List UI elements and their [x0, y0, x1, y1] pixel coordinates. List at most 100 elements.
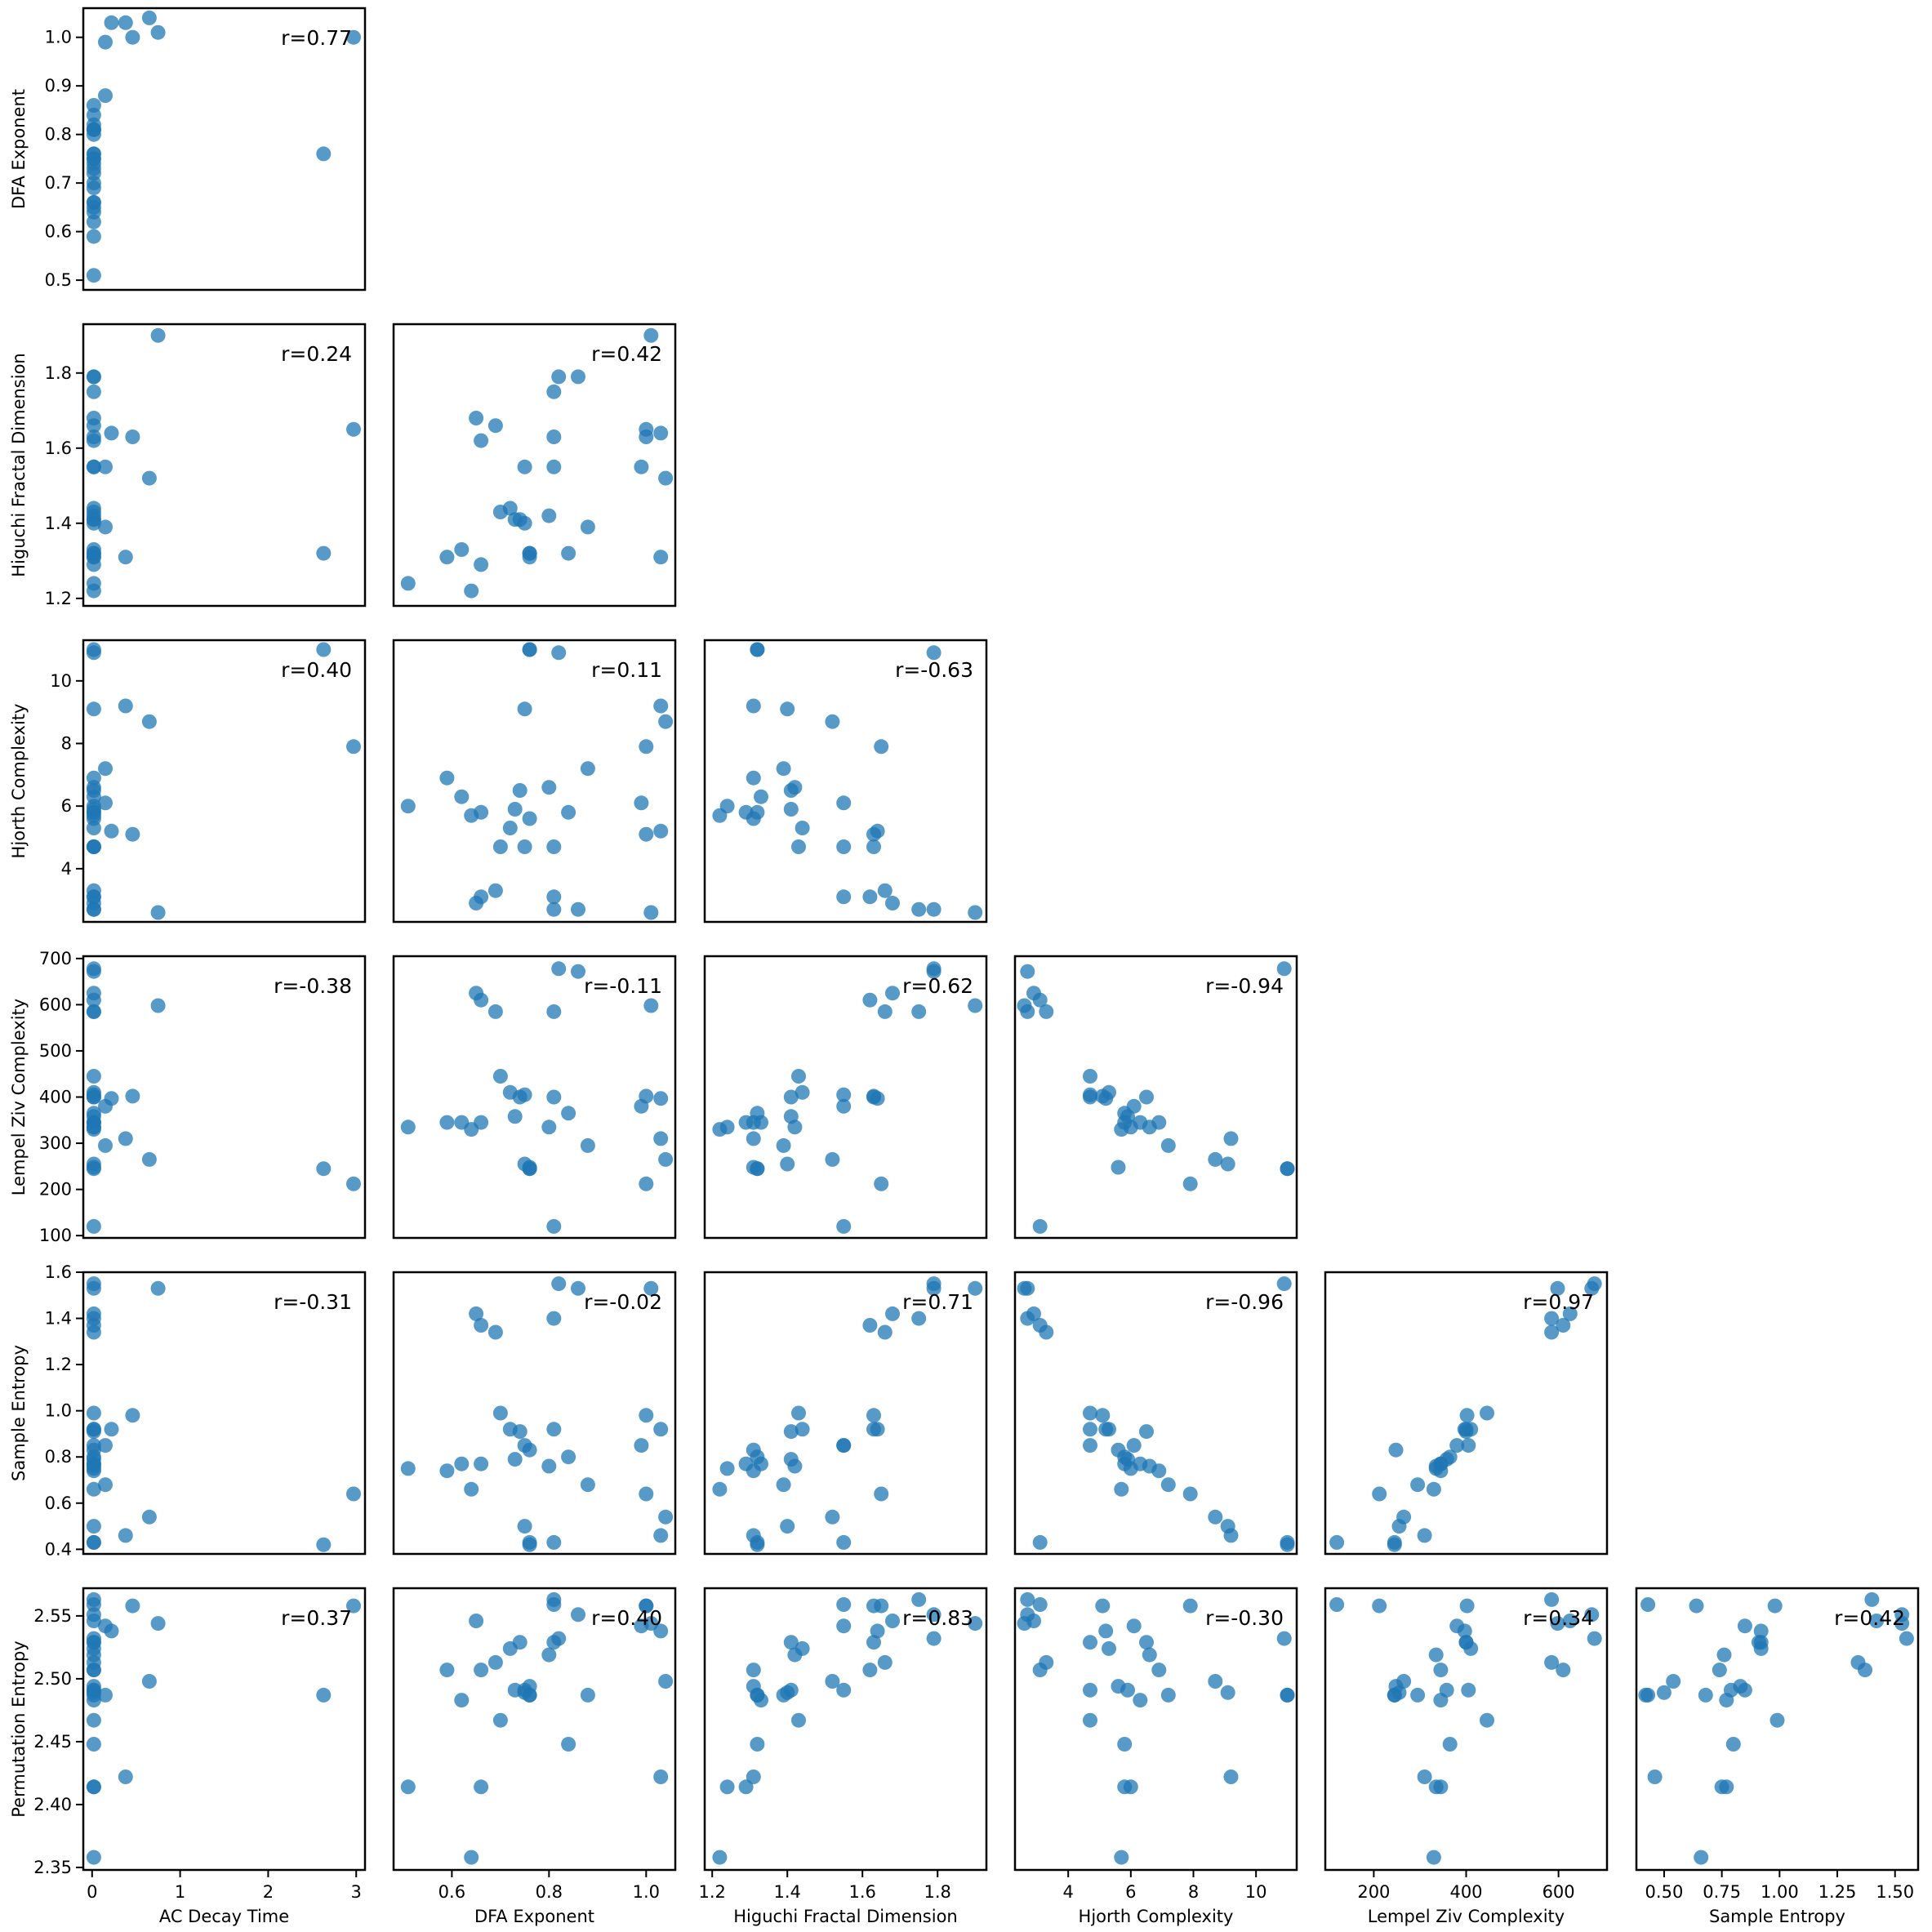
data-point	[86, 1218, 101, 1234]
y-tick-label: 1.4	[45, 1309, 72, 1329]
scatter-panel-se-vs-hc: r=-0.96	[1013, 1271, 1298, 1556]
data-point	[653, 698, 669, 714]
x-axis-label: Higuchi Fractal Dimension	[733, 1907, 957, 1926]
scatter-panel-hfd-vs-ac: r=0.24 1.2 1.4 1.6 1.8 Higuchi Fractal Dimens…	[9, 323, 367, 608]
data-point	[86, 839, 101, 854]
data-point	[517, 1519, 532, 1534]
data-point	[1480, 1712, 1494, 1728]
y-tick-label: 1.2	[45, 589, 72, 608]
data-point	[98, 1687, 113, 1703]
data-point	[874, 1598, 889, 1614]
data-point	[86, 1324, 101, 1340]
data-point	[1280, 1687, 1295, 1703]
data-point	[492, 1405, 508, 1421]
data-point	[541, 1647, 557, 1663]
correlation-label: r=0.40	[281, 658, 352, 682]
data-point	[795, 1084, 810, 1100]
x-tick-label: 1.25	[1818, 1882, 1857, 1902]
data-point	[836, 1098, 852, 1114]
data-point	[1083, 1438, 1097, 1453]
data-point	[141, 714, 157, 729]
data-point	[474, 804, 489, 820]
data-point	[1120, 1452, 1135, 1467]
data-point	[750, 642, 765, 657]
scatter-panel-pe-vs-lz: r=0.34 200 400 600 Lempel Ziv Complexity	[1324, 1587, 1609, 1926]
y-tick-label: 1.0	[45, 28, 72, 47]
data-point	[1753, 1635, 1769, 1650]
data-point	[86, 901, 101, 917]
data-point	[780, 1156, 795, 1172]
data-point	[1139, 1089, 1154, 1105]
data-point	[474, 1779, 489, 1795]
data-point	[634, 459, 649, 474]
data-point	[346, 29, 361, 45]
data-point	[1020, 1311, 1035, 1326]
data-point	[1117, 1737, 1133, 1752]
data-point	[546, 1218, 562, 1234]
data-point	[507, 1682, 523, 1698]
data-point	[464, 1850, 479, 1865]
panel-frame	[82, 639, 367, 924]
data-point	[1864, 1591, 1880, 1607]
data-point	[1114, 1850, 1129, 1865]
correlation-label: r=-0.38	[274, 974, 352, 998]
data-point	[643, 998, 659, 1013]
x-tick-label: 1.50	[1876, 1882, 1914, 1902]
data-point	[150, 905, 166, 920]
y-axis-label: DFA Exponent	[9, 89, 29, 209]
panel-frame	[1324, 1271, 1609, 1556]
data-point	[1698, 1687, 1713, 1703]
data-point	[795, 821, 810, 835]
data-point	[862, 992, 878, 1008]
data-point	[639, 1408, 654, 1423]
data-point	[1442, 1737, 1458, 1752]
data-point	[346, 421, 361, 437]
data-point	[316, 642, 332, 657]
data-point	[1459, 1408, 1475, 1423]
data-point	[104, 1091, 119, 1106]
data-point	[141, 470, 157, 486]
data-point	[877, 883, 893, 898]
x-tick-label: 8	[1188, 1882, 1199, 1902]
correlation-label: r=0.62	[902, 974, 973, 998]
data-point	[926, 1280, 942, 1296]
data-point	[571, 901, 585, 917]
data-point	[926, 1607, 942, 1623]
y-tick-label: 8	[61, 734, 72, 754]
data-point	[1562, 1614, 1578, 1628]
data-point	[487, 883, 503, 898]
data-point	[546, 1534, 562, 1550]
data-point	[791, 1405, 806, 1421]
data-point	[150, 1616, 166, 1632]
panel-frame	[703, 1271, 988, 1556]
data-point	[571, 1280, 585, 1296]
data-point	[1114, 1481, 1129, 1497]
data-point	[118, 1770, 133, 1784]
data-point	[86, 98, 101, 113]
data-point	[316, 1687, 332, 1703]
data-point	[877, 1324, 893, 1340]
scatter-panel-pe-vs-hfd: r=0.83 1.2 1.4 1.6 1.8 Higuchi Fractal Dimens…	[698, 1587, 988, 1926]
data-point	[1372, 1486, 1387, 1502]
y-axis-label: Hjorth Complexity	[9, 704, 29, 859]
data-point	[968, 998, 983, 1013]
data-point	[86, 583, 101, 599]
scatter-panel-se-vs-lz: r=0.97	[1324, 1271, 1609, 1556]
data-point	[546, 889, 562, 905]
data-point	[439, 1115, 455, 1130]
data-point	[1098, 1623, 1114, 1639]
data-point	[1712, 1663, 1727, 1678]
data-point	[1139, 1424, 1154, 1440]
panel-frame	[392, 1587, 677, 1872]
data-point	[658, 1509, 674, 1525]
data-point	[86, 161, 101, 176]
data-point	[1095, 1408, 1111, 1423]
data-point	[870, 1623, 885, 1639]
data-point	[580, 519, 595, 535]
data-point	[487, 418, 503, 434]
data-point	[571, 369, 585, 385]
data-point	[1458, 1635, 1474, 1650]
data-point	[487, 1004, 503, 1019]
y-tick-label: 700	[39, 949, 72, 968]
data-point	[541, 1458, 557, 1474]
